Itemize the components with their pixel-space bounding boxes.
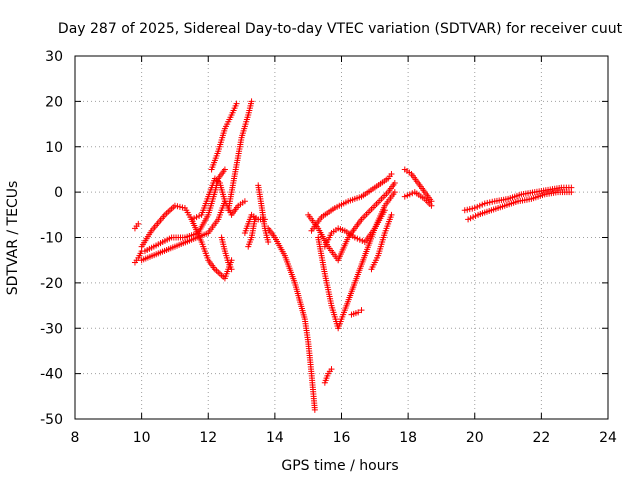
data-point xyxy=(388,170,395,177)
series-sat-h xyxy=(225,98,255,214)
data-point xyxy=(251,216,258,223)
chart-title: Day 287 of 2025, Sidereal Day-to-day VTE… xyxy=(58,21,623,37)
data-point xyxy=(221,166,228,173)
x-tick-label: 20 xyxy=(466,430,484,446)
series-sat-o xyxy=(308,170,395,234)
y-tick-label: -30 xyxy=(40,321,63,337)
data-point xyxy=(568,189,575,196)
series-sat-w xyxy=(461,184,575,214)
x-tick-label: 16 xyxy=(333,430,351,446)
y-tick-label: -40 xyxy=(40,367,63,383)
series-sat-k xyxy=(255,182,272,246)
data-point xyxy=(381,207,388,214)
x-tick-label: 12 xyxy=(199,430,217,446)
data-point xyxy=(135,220,142,227)
series-sat-r xyxy=(321,366,335,386)
series-sat-d xyxy=(141,166,228,255)
data-point xyxy=(233,100,240,107)
x-tick-label: 8 xyxy=(71,430,80,446)
series-sat-m xyxy=(245,216,258,250)
series-sat-q xyxy=(321,207,388,250)
y-tick-label: 20 xyxy=(45,94,63,110)
data-point xyxy=(241,198,248,205)
axis-ticks: 8 10 12 14 16 18 20 22 24 30 20 10 0 -10 -20 -30 -40 -50 xyxy=(40,49,617,446)
y-tick-label: -50 xyxy=(40,412,63,428)
y-tick-label: 0 xyxy=(54,185,63,201)
y-tick-label: 30 xyxy=(45,49,63,65)
x-tick-label: 22 xyxy=(532,430,550,446)
y-tick-label: -20 xyxy=(40,276,63,292)
x-tick-label: 24 xyxy=(599,430,617,446)
data-point xyxy=(391,180,398,187)
grid xyxy=(75,56,608,419)
x-axis-label: GPS time / hours xyxy=(281,458,398,474)
series-sat-b xyxy=(131,220,142,232)
series-sat-i xyxy=(218,234,235,273)
data-point xyxy=(328,366,335,373)
x-tick-label: 18 xyxy=(399,430,417,446)
y-tick-label: -10 xyxy=(40,231,63,247)
series-sat-u xyxy=(401,166,435,205)
data-point xyxy=(358,307,365,314)
series-sat-l xyxy=(265,225,318,413)
series-sat-x xyxy=(465,189,575,223)
series-sat-s xyxy=(348,307,365,318)
data-points xyxy=(131,98,575,413)
data-point xyxy=(355,309,362,316)
y-axis-label: SDTVAR / TECUs xyxy=(5,181,21,296)
x-tick-label: 10 xyxy=(133,430,151,446)
data-point xyxy=(248,98,255,105)
data-point xyxy=(228,266,235,273)
series-sat-n xyxy=(305,180,398,264)
y-tick-label: 10 xyxy=(45,140,63,156)
series-sat-t xyxy=(368,211,395,273)
data-point xyxy=(428,202,435,209)
series-sat-g xyxy=(208,100,240,173)
data-point xyxy=(265,239,272,246)
series-sat-v xyxy=(401,189,435,209)
data-point xyxy=(388,211,395,218)
data-point xyxy=(311,406,318,413)
data-point xyxy=(391,189,398,196)
x-tick-label: 14 xyxy=(266,430,284,446)
